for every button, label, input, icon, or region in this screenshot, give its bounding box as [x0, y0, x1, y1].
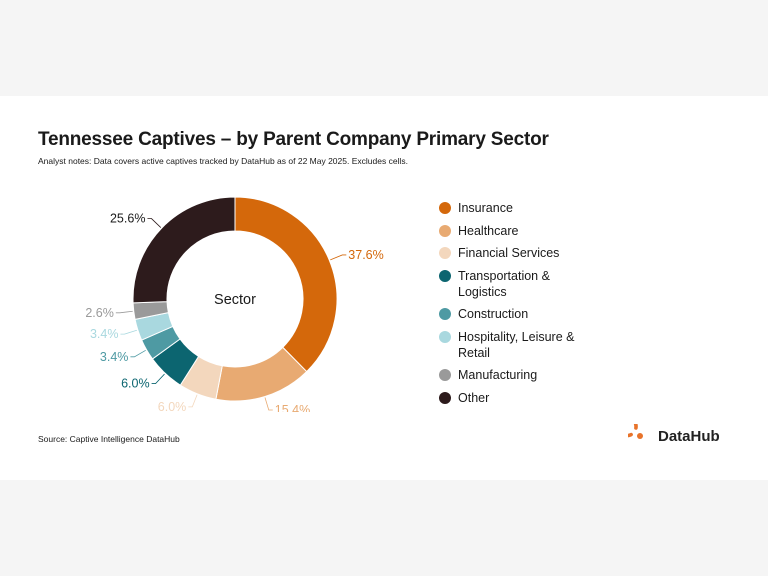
brand-logo: DataHub [628, 424, 720, 448]
donut-center-label: Sector [214, 292, 256, 308]
legend-item: Financial Services [439, 245, 639, 261]
legend-item: Hospitality, Leisure & Retail [439, 329, 639, 361]
slice-leader-line [188, 394, 198, 408]
slice-leader-line [151, 373, 165, 384]
slice-leader-line [115, 310, 133, 314]
legend-swatch [439, 247, 451, 259]
slice-value-label: 25.6% [110, 212, 145, 226]
legend-swatch [439, 369, 451, 381]
legend-swatch [439, 330, 451, 343]
donut-slice [234, 196, 338, 373]
legend-label: Hospitality, Leisure & Retail [458, 329, 575, 360]
chart-card: Tennessee Captives – by Parent Company P… [0, 96, 768, 480]
slice-value-label: 37.6% [348, 248, 383, 262]
chart-legend: Insurance Healthcare Financial Services Tra… [439, 200, 639, 412]
donut-slice [132, 196, 236, 304]
legend-label: Transportation & Logistics [458, 268, 550, 299]
legend-swatch [439, 202, 451, 214]
legend-swatch [439, 308, 451, 320]
slice-leader-line [147, 218, 162, 228]
legend-swatch [439, 269, 451, 282]
legend-item: Manufacturing [439, 367, 639, 383]
slice-value-label: 15.4% [275, 403, 310, 412]
legend-item: Construction [439, 306, 639, 322]
legend-item: Transportation & Logistics [439, 268, 639, 300]
slice-value-label: 3.4% [90, 327, 119, 341]
brand-name: DataHub [658, 427, 720, 445]
slice-value-label: 3.4% [100, 350, 129, 364]
legend-label: Construction [458, 307, 529, 321]
slice-value-label: 6.0% [121, 377, 150, 391]
legend-label: Financial Services [458, 246, 560, 260]
legend-label: Manufacturing [458, 368, 538, 382]
legend-label: Other [458, 390, 490, 405]
chart-subtitle: Analyst notes: Data covers active captiv… [38, 156, 408, 166]
slice-leader-line [330, 254, 347, 261]
slice-leader-line [130, 349, 146, 358]
source-note: Source: Captive Intelligence DataHub [38, 434, 180, 444]
legend-swatch [439, 391, 451, 404]
chart-title: Tennessee Captives – by Parent Company P… [38, 129, 549, 150]
legend-label: Healthcare [458, 223, 519, 238]
legend-item: Insurance [439, 200, 639, 216]
legend-item: Other [439, 390, 639, 406]
slice-leader-line [120, 329, 137, 335]
slice-value-label: 6.0% [158, 400, 187, 412]
datahub-logo-icon [628, 424, 643, 439]
slice-leader-line [264, 397, 273, 411]
legend-item: Healthcare [439, 223, 639, 239]
donut-chart: 37.6% 15.4% 6.0% 6.0% 3.4% 3.4% 2.6% 25.6% Secto… [85, 196, 384, 412]
legend-swatch [439, 224, 451, 237]
slice-value-label: 2.6% [85, 306, 114, 320]
legend-label: Insurance [458, 201, 513, 215]
